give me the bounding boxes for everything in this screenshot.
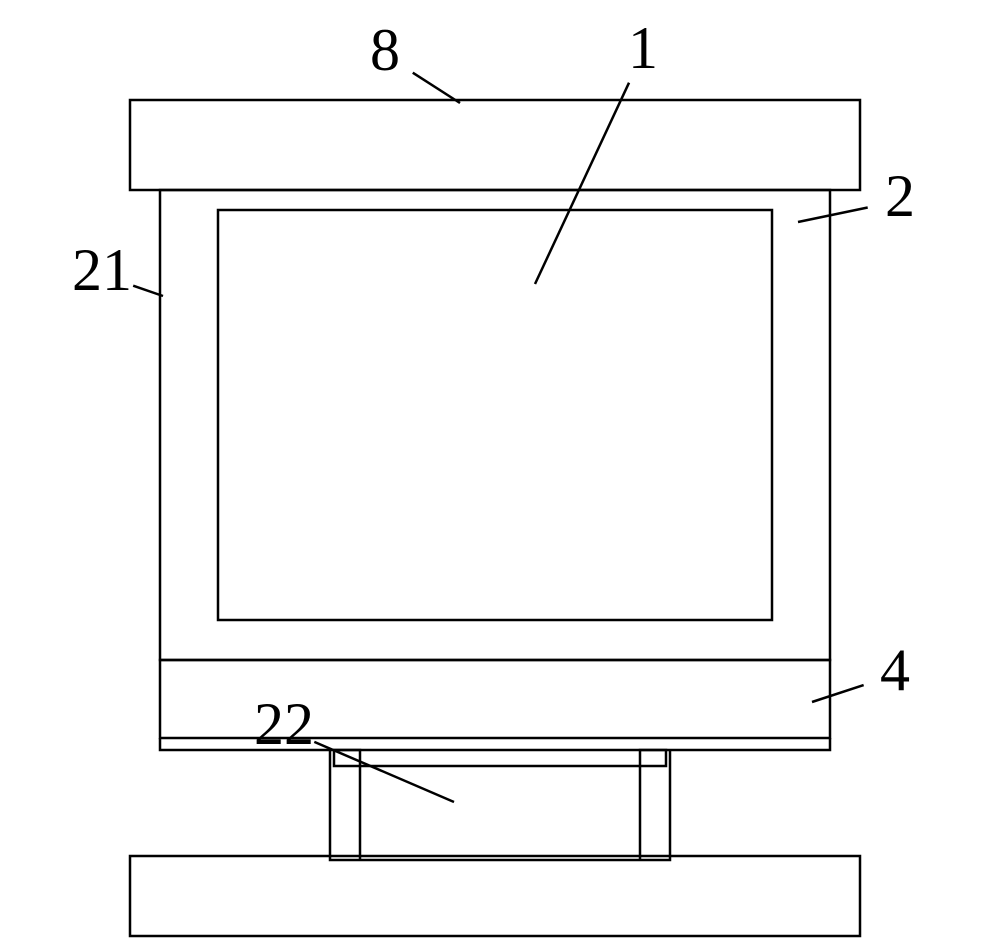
callout-lbl-8: 8	[370, 20, 400, 80]
top-plate	[130, 100, 860, 190]
leader-lbl-8	[413, 73, 460, 103]
callout-lbl-2: 2	[885, 166, 915, 226]
callout-lbl-21: 21	[72, 240, 132, 300]
callout-lbl-1: 1	[628, 18, 658, 78]
leader-lbl-4	[812, 685, 864, 702]
frame-outer	[160, 190, 830, 660]
frame-inner	[218, 210, 772, 620]
base-plate	[130, 856, 860, 936]
diagram-svg	[0, 0, 986, 951]
leader-lbl-2	[798, 208, 868, 222]
leader-lbl-1	[535, 83, 629, 284]
callout-lbl-22: 22	[254, 694, 314, 754]
leader-lbl-21	[133, 286, 163, 296]
pedestal-notch-right	[640, 750, 666, 766]
callout-lbl-4: 4	[880, 640, 910, 700]
